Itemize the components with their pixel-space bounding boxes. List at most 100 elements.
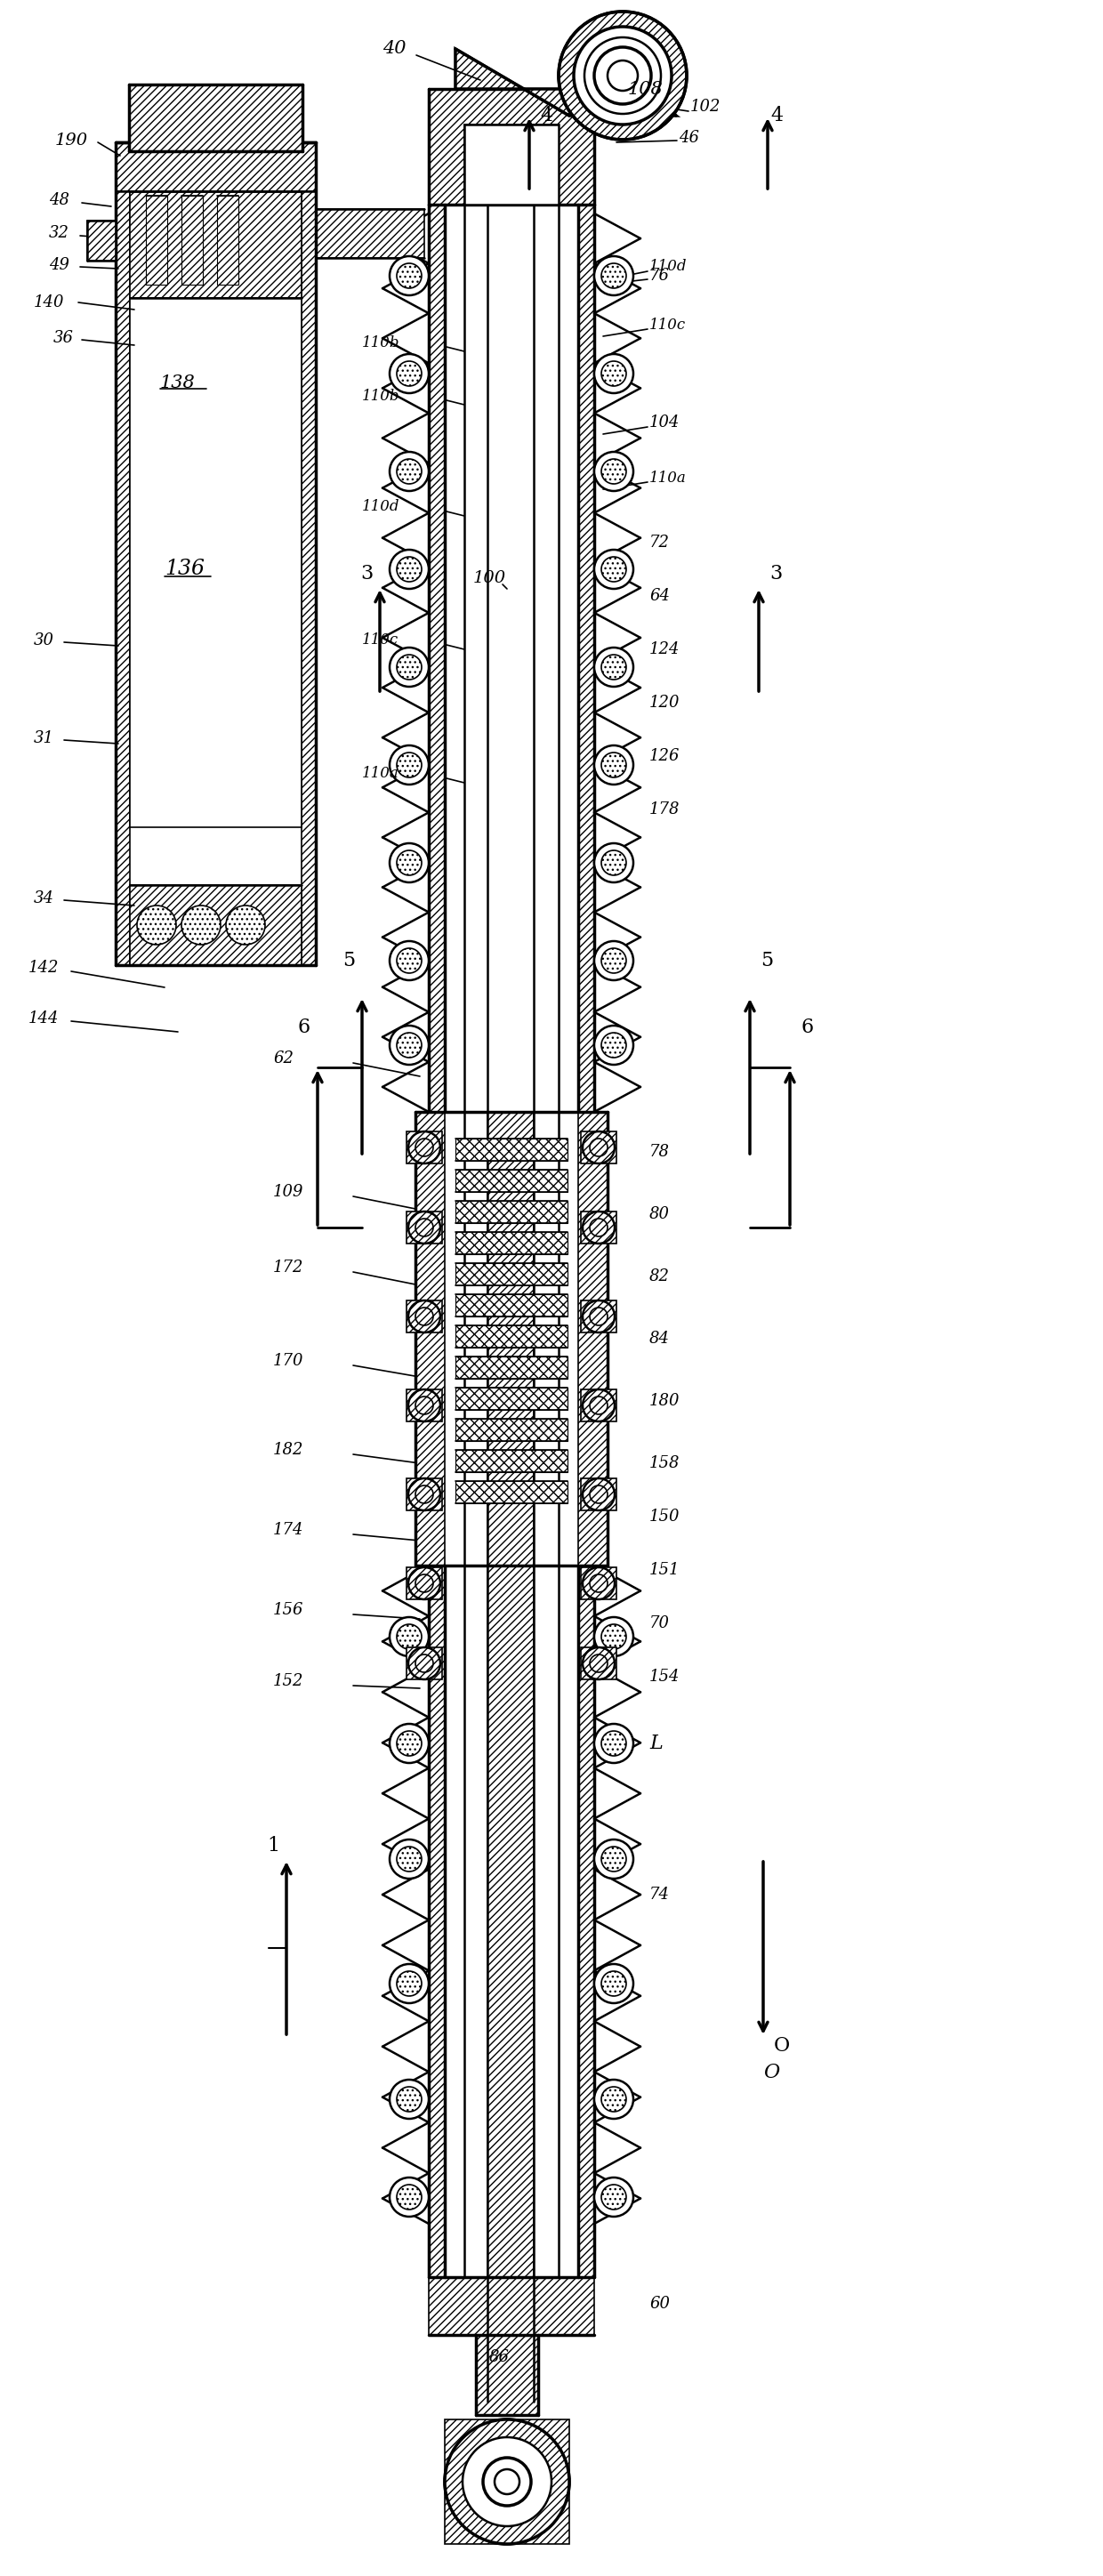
Bar: [407, 1649, 442, 1680]
Circle shape: [389, 2177, 429, 2215]
Text: 182: 182: [274, 1443, 303, 1458]
Bar: [456, 1200, 568, 1224]
Circle shape: [595, 1025, 633, 1064]
Bar: [464, 124, 558, 204]
Text: 64: 64: [650, 587, 670, 603]
Text: 30: 30: [34, 634, 54, 649]
Circle shape: [389, 940, 429, 981]
Bar: [130, 191, 301, 299]
Bar: [116, 142, 130, 966]
Text: 70: 70: [650, 1615, 670, 1631]
Text: 6: 6: [298, 1018, 311, 1038]
Text: 32: 32: [49, 224, 69, 242]
Text: 3: 3: [361, 564, 373, 585]
Text: 36: 36: [53, 330, 74, 345]
Text: 110c: 110c: [362, 634, 398, 649]
Circle shape: [182, 907, 221, 945]
Text: 110c: 110c: [650, 317, 686, 332]
Bar: [581, 1479, 617, 1510]
Bar: [456, 1327, 568, 1347]
Bar: [407, 1479, 442, 1510]
Text: 174: 174: [274, 1522, 303, 1538]
Circle shape: [389, 1723, 429, 1762]
Bar: [456, 1293, 568, 1316]
Bar: [581, 1131, 617, 1164]
Circle shape: [462, 2437, 552, 2527]
Text: 108: 108: [628, 80, 663, 98]
Bar: [130, 299, 301, 827]
Text: 120: 120: [650, 696, 681, 711]
Bar: [301, 142, 315, 966]
Text: 110b: 110b: [362, 335, 399, 350]
Text: 144: 144: [29, 1010, 60, 1025]
Circle shape: [558, 10, 687, 139]
Bar: [87, 222, 116, 260]
Text: 178: 178: [650, 801, 681, 817]
Bar: [407, 1131, 442, 1164]
Circle shape: [595, 1723, 633, 1762]
Text: 154: 154: [650, 1669, 681, 1685]
Text: 82: 82: [650, 1267, 670, 1285]
Circle shape: [585, 39, 661, 113]
Text: 126: 126: [650, 747, 681, 765]
Circle shape: [389, 1839, 429, 1878]
Circle shape: [389, 353, 429, 394]
Circle shape: [389, 744, 429, 786]
Circle shape: [389, 1963, 429, 2004]
Circle shape: [574, 26, 672, 124]
Text: 5: 5: [342, 951, 355, 971]
Text: 4: 4: [540, 106, 553, 126]
Bar: [116, 142, 315, 191]
Bar: [416, 1113, 445, 1566]
Circle shape: [595, 451, 633, 492]
Circle shape: [389, 1025, 429, 1064]
Text: 102: 102: [690, 98, 721, 116]
Bar: [581, 1388, 617, 1422]
Text: 150: 150: [650, 1510, 681, 1525]
Text: 110a: 110a: [362, 765, 399, 781]
Bar: [146, 196, 168, 283]
Bar: [488, 204, 534, 2401]
Bar: [464, 204, 558, 1113]
Bar: [475, 2334, 538, 2416]
Bar: [217, 196, 238, 283]
Circle shape: [137, 907, 176, 945]
Bar: [581, 1301, 617, 1332]
Text: 78: 78: [650, 1144, 670, 1159]
Circle shape: [445, 2419, 569, 2545]
Circle shape: [595, 549, 633, 590]
Text: 1: 1: [267, 1837, 279, 1855]
Text: 158: 158: [650, 1455, 681, 1471]
Bar: [445, 2419, 569, 2545]
Bar: [407, 1388, 442, 1422]
Text: 72: 72: [650, 536, 670, 551]
Text: 3: 3: [770, 564, 782, 585]
Circle shape: [595, 2177, 633, 2215]
Text: 60: 60: [650, 2295, 670, 2311]
Text: O: O: [774, 2035, 790, 2056]
Bar: [130, 886, 301, 966]
Circle shape: [595, 46, 651, 103]
Text: 124: 124: [650, 641, 681, 657]
Bar: [129, 85, 302, 152]
Circle shape: [389, 451, 429, 492]
Bar: [581, 1566, 617, 1600]
Circle shape: [389, 549, 429, 590]
Text: 104: 104: [650, 415, 681, 430]
Bar: [315, 209, 425, 258]
Text: 49: 49: [49, 258, 69, 273]
Circle shape: [595, 940, 633, 981]
Text: 80: 80: [650, 1206, 670, 1221]
Text: 6: 6: [801, 1018, 813, 1038]
Circle shape: [483, 2458, 531, 2506]
Text: 34: 34: [34, 891, 54, 907]
Bar: [456, 1450, 568, 1471]
Text: 5: 5: [761, 951, 773, 971]
Circle shape: [389, 2079, 429, 2120]
Text: 172: 172: [274, 1260, 303, 1275]
Text: 110a: 110a: [650, 469, 686, 484]
Circle shape: [389, 647, 429, 688]
Bar: [456, 1170, 568, 1193]
Circle shape: [608, 59, 638, 90]
Circle shape: [494, 2470, 520, 2494]
